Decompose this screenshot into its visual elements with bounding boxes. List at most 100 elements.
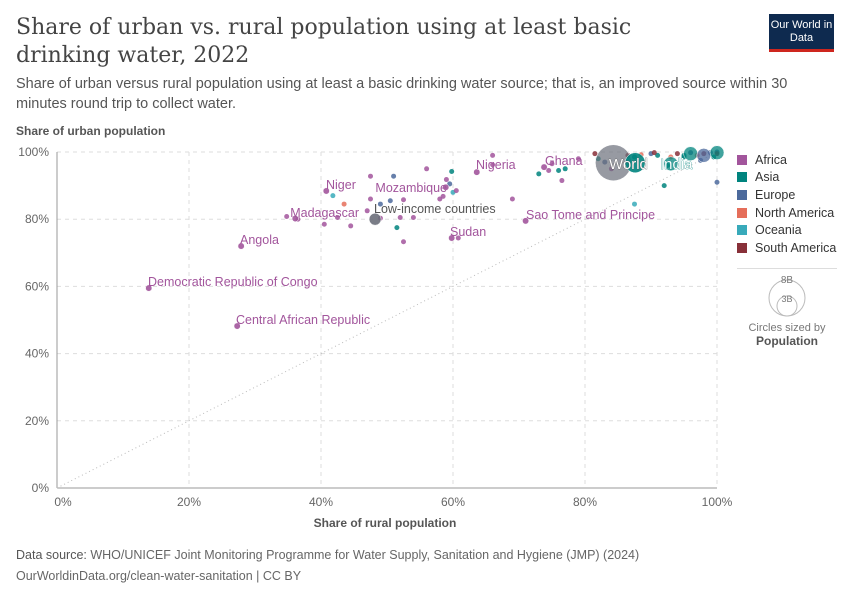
data-point-madagascar (291, 215, 299, 222)
data-point (709, 145, 725, 160)
legend-item-oceania[interactable]: Oceania (737, 221, 836, 239)
data-point (661, 183, 667, 189)
y-tick-label: 100% (18, 145, 49, 159)
data-point-india (624, 152, 646, 174)
data-point (368, 196, 373, 202)
legend: Africa Asia Europe North America Oceania… (737, 151, 836, 257)
chart-subtitle: Share of urban versus rural population u… (16, 76, 788, 112)
y-tick-label: 20% (25, 414, 49, 428)
data-point (562, 166, 568, 172)
legend-label: Europe (755, 187, 796, 202)
data-point (674, 151, 680, 157)
data-point (632, 201, 637, 207)
y-tick-label: 40% (25, 347, 49, 361)
data-point (387, 198, 393, 204)
x-tick-label: 20% (177, 495, 201, 509)
data-point-niger (322, 187, 330, 195)
data-point (424, 166, 430, 172)
legend-item-north-america[interactable]: North America (737, 204, 836, 222)
data-point (391, 173, 397, 179)
data-point (455, 235, 461, 241)
size-legend-small: 3B (781, 294, 792, 304)
data-label: Sudan (450, 225, 486, 239)
data-point (651, 150, 657, 156)
data-point (714, 179, 720, 185)
data-label: Low-income countries (374, 202, 496, 216)
data-point-central-african-republic (233, 322, 241, 330)
x-tick-label: 40% (309, 495, 333, 509)
y-tick-label: 60% (25, 279, 49, 293)
size-legend-circles: 8B 3B (768, 275, 806, 317)
data-point (696, 148, 712, 163)
data-label: Democratic Republic of Congo (148, 275, 318, 289)
data-label: Central African Republic (236, 313, 370, 327)
y-axis-label: Share of urban population (16, 124, 166, 138)
data-label: India (660, 156, 693, 173)
data-point (410, 215, 416, 221)
data-point (559, 178, 565, 184)
data-point-nigeria (473, 168, 481, 176)
data-point (364, 208, 370, 214)
size-legend: 8B 3B Circles sized by Population (737, 268, 837, 348)
data-point (437, 196, 443, 202)
data-point (335, 215, 340, 221)
legend-item-asia[interactable]: Asia (737, 169, 836, 187)
x-tick-label: 60% (441, 495, 465, 509)
data-point (575, 156, 581, 162)
data-point (368, 173, 373, 179)
footer-url[interactable]: OurWorldinData.org/clean-water-sanitatio… (16, 569, 302, 583)
data-point (330, 193, 336, 199)
data-point (401, 197, 406, 203)
x-tick-label: 100% (702, 495, 733, 509)
data-point (394, 225, 400, 231)
data-point (549, 161, 555, 167)
data-point (592, 151, 598, 157)
data-label: Angola (240, 233, 279, 247)
data-label: Sao Tome and Principe (526, 208, 655, 222)
data-label: Madagascar (290, 206, 359, 220)
size-legend-variable: Population (756, 334, 818, 348)
data-label: Mozambique (375, 181, 447, 195)
data-point-ghana (540, 163, 548, 171)
data-point (449, 168, 455, 174)
data-point (663, 156, 679, 172)
data-point-low-income-countries (368, 212, 382, 226)
data-point (397, 215, 403, 221)
y-tick-label: 0% (32, 481, 50, 495)
data-point-angola (237, 242, 245, 250)
legend-item-africa[interactable]: Africa (737, 151, 836, 169)
data-point (655, 152, 661, 158)
source-text: WHO/UNICEF Joint Monitoring Programme fo… (90, 548, 640, 562)
legend-label: North America (755, 205, 835, 220)
legend-item-south-america[interactable]: South America (737, 239, 836, 257)
data-point (546, 167, 552, 173)
data-point-mozambique (442, 183, 450, 191)
data-point (348, 223, 354, 229)
data-point (509, 196, 515, 202)
data-source: Data source: WHO/UNICEF Joint Monitoring… (16, 548, 639, 562)
data-point (440, 193, 446, 199)
legend-item-europe[interactable]: Europe (737, 186, 836, 204)
size-legend-big: 8B (781, 275, 794, 286)
source-label: Data source: (16, 548, 87, 562)
data-point (453, 188, 459, 194)
data-label: World (609, 156, 648, 173)
legend-label: Oceania (755, 223, 802, 238)
legend-label: Africa (755, 152, 787, 167)
data-label: Ghana (545, 154, 583, 168)
data-point (341, 201, 347, 207)
swatch (737, 242, 747, 253)
swatch (737, 154, 747, 165)
swatch (737, 189, 747, 200)
data-label: Nigeria (476, 158, 516, 172)
data-point-democratic-republic-of-congo (145, 284, 153, 292)
owid-logo[interactable]: Our World in Data (769, 14, 834, 52)
data-point (490, 152, 496, 158)
data-point (556, 167, 562, 173)
x-tick-label: 0% (54, 495, 72, 509)
data-point (284, 214, 290, 220)
data-point (490, 162, 496, 168)
data-point-sao-tome-and-principe (522, 217, 530, 225)
x-tick-label: 80% (573, 495, 597, 509)
data-point (536, 171, 542, 177)
